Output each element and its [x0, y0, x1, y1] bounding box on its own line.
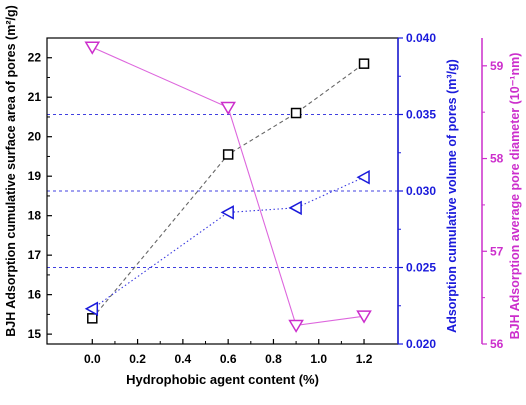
- volume-tick-label: 0.035: [406, 108, 436, 122]
- volume-point: [288, 200, 302, 216]
- diameter-point: [84, 41, 101, 55]
- series-line: [91, 176, 365, 310]
- surface-area-tick-label: 18: [28, 209, 42, 223]
- series-line: [92, 46, 365, 327]
- surface-area-tick-label: 16: [28, 288, 42, 302]
- volume-axis-title: Adsorption cumulative volume of pores (m…: [445, 59, 459, 333]
- surface-area-tick-label: 22: [28, 51, 42, 65]
- volume-point: [84, 301, 99, 317]
- x-tick-label: 0.8: [265, 352, 282, 366]
- volume-tick-label: 0.040: [406, 31, 436, 45]
- series-layer: [84, 41, 372, 333]
- surface-area-tick-label: 19: [28, 169, 42, 183]
- surface-area-point: [290, 107, 302, 119]
- x-tick-label: 0.4: [175, 352, 192, 366]
- surface-area-tick-label: 20: [28, 130, 42, 144]
- diameter-tick-label: 56: [490, 337, 504, 351]
- diameter-point: [220, 101, 236, 116]
- volume-point: [356, 169, 370, 185]
- gridlines: [47, 114, 398, 268]
- surface-area-point: [222, 149, 234, 160]
- diameter-axis-title: BJH Adsorption average pore diameter (10…: [508, 53, 522, 340]
- surface-area-tick-label: 17: [28, 248, 42, 262]
- volume-tick-label: 0.030: [406, 184, 436, 198]
- volume-tick-label: 0.025: [406, 261, 436, 275]
- x-tick-label: 0.0: [84, 352, 101, 366]
- diameter-point: [356, 310, 372, 324]
- x-tick-label: 1.0: [310, 352, 327, 366]
- diameter-tick-label: 58: [490, 152, 504, 166]
- diameter-point: [288, 319, 304, 333]
- volume-tick-label: 0.020: [406, 337, 436, 351]
- surface-area-tick-label: 15: [28, 327, 42, 341]
- diameter-tick-label: 59: [490, 59, 504, 73]
- surface-area-point: [358, 58, 370, 69]
- x-tick-label: 0.2: [129, 352, 146, 366]
- x-tick-label: 1.2: [356, 352, 373, 366]
- diameter-tick-label: 57: [490, 244, 504, 258]
- x-tick-label: 0.6: [220, 352, 237, 366]
- x-axis-title: Hydrophobic agent content (%): [126, 372, 319, 387]
- series-line: [91, 63, 365, 319]
- surface-area-axis-title: BJH Adsorption cumulative surface area o…: [4, 5, 18, 337]
- volume-point: [220, 205, 234, 220]
- surface-area-point: [87, 313, 98, 324]
- ticks-layer: 0.0 0.2 0.4 0.6 0.8 1.0 1.2 15 16 17 18 19 20 21 22 0.0…: [28, 31, 504, 366]
- surface-area-tick-label: 21: [28, 90, 42, 104]
